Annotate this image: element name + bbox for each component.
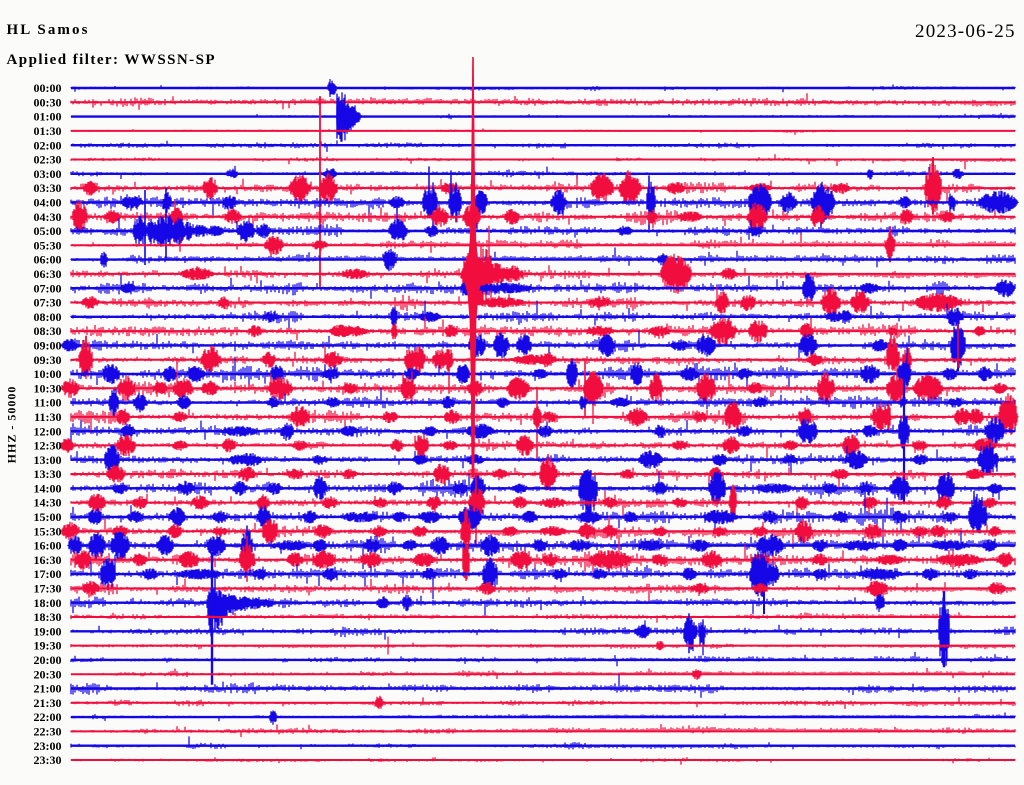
svg-text:19:00: 19:00 <box>34 624 62 638</box>
svg-text:15:30: 15:30 <box>34 524 62 538</box>
svg-text:12:00: 12:00 <box>34 424 62 438</box>
svg-text:18:00: 18:00 <box>34 596 62 610</box>
svg-text:17:30: 17:30 <box>34 582 62 596</box>
svg-text:Applied filter: WWSSN-SP: Applied filter: WWSSN-SP <box>7 52 217 68</box>
svg-text:09:00: 09:00 <box>34 339 62 353</box>
svg-text:23:30: 23:30 <box>34 753 62 767</box>
svg-text:03:30: 03:30 <box>34 181 62 195</box>
svg-text:08:30: 08:30 <box>34 324 62 338</box>
svg-text:HL Samos: HL Samos <box>7 22 90 38</box>
svg-text:03:00: 03:00 <box>34 167 62 181</box>
svg-text:01:30: 01:30 <box>34 124 62 138</box>
svg-text:12:30: 12:30 <box>34 439 62 453</box>
svg-text:HHZ - 50000: HHZ - 50000 <box>5 386 19 464</box>
svg-text:02:00: 02:00 <box>34 138 62 152</box>
svg-text:15:00: 15:00 <box>34 510 62 524</box>
svg-text:09:30: 09:30 <box>34 353 62 367</box>
svg-text:04:00: 04:00 <box>34 196 62 210</box>
svg-text:16:30: 16:30 <box>34 553 62 567</box>
svg-text:06:30: 06:30 <box>34 267 62 281</box>
svg-text:08:00: 08:00 <box>34 310 62 324</box>
svg-text:13:00: 13:00 <box>34 453 62 467</box>
svg-text:06:00: 06:00 <box>34 253 62 267</box>
svg-text:05:00: 05:00 <box>34 224 62 238</box>
svg-text:00:30: 00:30 <box>34 95 62 109</box>
svg-text:10:00: 10:00 <box>34 367 62 381</box>
svg-text:07:30: 07:30 <box>34 296 62 310</box>
svg-text:07:00: 07:00 <box>34 281 62 295</box>
svg-text:04:30: 04:30 <box>34 210 62 224</box>
svg-text:22:30: 22:30 <box>34 725 62 739</box>
svg-text:11:00: 11:00 <box>34 396 61 410</box>
svg-text:18:30: 18:30 <box>34 610 62 624</box>
svg-text:20:30: 20:30 <box>34 667 62 681</box>
svg-text:10:30: 10:30 <box>34 381 62 395</box>
svg-text:13:30: 13:30 <box>34 467 62 481</box>
svg-text:01:00: 01:00 <box>34 110 62 124</box>
svg-text:21:00: 21:00 <box>34 682 62 696</box>
svg-text:14:30: 14:30 <box>34 496 62 510</box>
svg-text:2023-06-25: 2023-06-25 <box>915 21 1016 42</box>
svg-text:14:00: 14:00 <box>34 481 62 495</box>
svg-text:23:00: 23:00 <box>34 739 62 753</box>
svg-text:05:30: 05:30 <box>34 238 62 252</box>
svg-text:21:30: 21:30 <box>34 696 62 710</box>
svg-text:20:00: 20:00 <box>34 653 62 667</box>
svg-text:22:00: 22:00 <box>34 710 62 724</box>
svg-text:00:00: 00:00 <box>34 81 62 95</box>
svg-text:17:00: 17:00 <box>34 567 62 581</box>
svg-text:11:30: 11:30 <box>34 410 61 424</box>
svg-text:19:30: 19:30 <box>34 639 62 653</box>
svg-text:02:30: 02:30 <box>34 153 62 167</box>
svg-text:16:00: 16:00 <box>34 539 62 553</box>
